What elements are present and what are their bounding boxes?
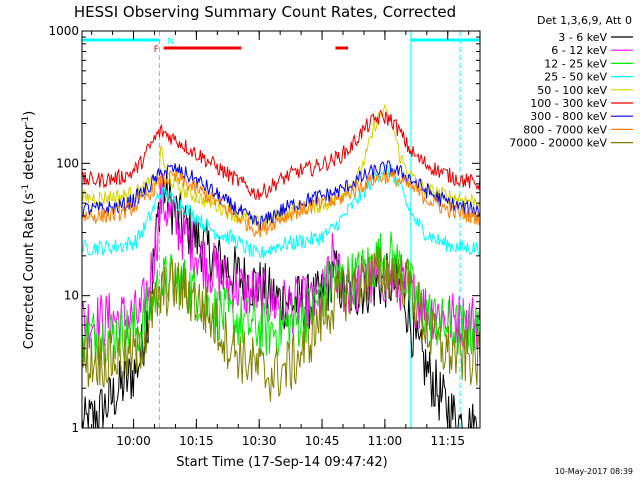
series-line [81,164,481,259]
y-tick-label: 1 [71,421,79,435]
series-line [81,173,481,349]
y-axis: 1 10 100 1000 [48,24,480,435]
y-tick-label: 1000 [48,24,79,38]
y-axis-label-end: ) [22,111,37,116]
y-tick-label: 100 [56,156,79,170]
y-axis-label-sup2: -1 [21,116,31,125]
x-tick-label: 10:00 [116,434,151,448]
night-flag-label: N [168,37,175,47]
legend-entry-label: 6 - 12 keV [551,44,607,57]
plot-area-frame [81,30,481,429]
timestamp: 10-May-2017 08:39 [555,467,633,476]
legend-header: Det 1,3,6,9, Att 0 [537,14,632,27]
series-line [81,231,481,366]
legend-entry-label: 25 - 50 keV [544,71,607,84]
series-lines [81,103,481,429]
legend-entry-label: 7000 - 20000 keV [509,137,607,150]
x-axis-label: Start Time (17-Sep-14 09:47:42) [176,455,387,470]
x-tick-label: 11:15 [430,434,465,448]
x-tick-label: 10:30 [242,434,277,448]
chart-title: HESSI Observing Summary Count Rates, Cor… [74,3,456,21]
series-line [81,160,481,231]
observing-flags: NF [82,37,480,55]
legend-entry-label: 12 - 25 keV [544,57,607,70]
legend-entry-label: 300 - 800 keV [530,110,607,123]
legend-entry-label: 800 - 7000 keV [523,123,607,136]
flare-flag-label: F [154,45,159,55]
x-axis: 10:00 10:15 10:30 10:45 11:00 11:15 [91,31,470,448]
y-axis-label: Corrected Count Rate (s-1 detector-1) [21,111,37,349]
y-tick-label: 10 [64,289,79,303]
y-axis-label-mid: detector [22,124,37,184]
x-tick-label: 10:15 [179,434,214,448]
night-boundary-lines [159,31,461,428]
y-axis-label-main: Corrected Count Rate (s [22,193,37,350]
x-tick-label: 10:45 [305,434,340,448]
series-line [81,109,481,201]
legend-entry-label: 100 - 300 keV [530,97,607,110]
series-line [81,103,481,230]
legend-entry-label: 50 - 100 keV [537,84,607,97]
y-axis-label-sup1: -1 [21,184,31,193]
legend-entry-label: 3 - 6 keV [558,31,607,44]
series-line [81,168,481,238]
series-line [81,246,481,402]
x-tick-label: 11:00 [368,434,403,448]
